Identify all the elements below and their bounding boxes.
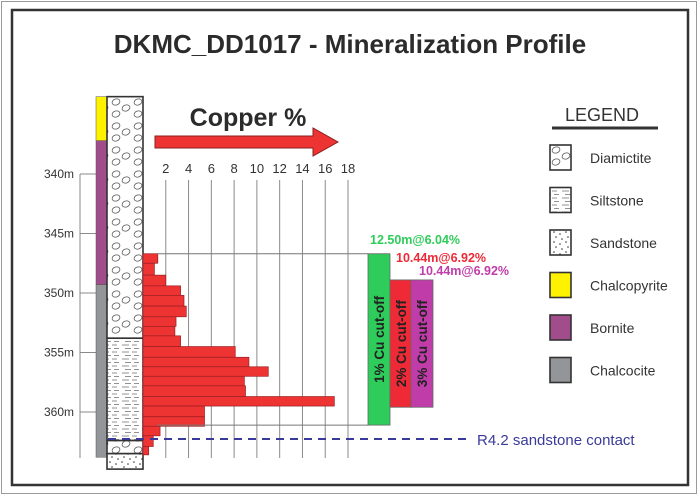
copper-bar <box>142 253 159 264</box>
sandstone-contact-label: R4.2 sandstone contact <box>477 432 635 449</box>
copper-direction-arrow-icon <box>154 127 340 157</box>
copper-bar <box>142 325 176 337</box>
legend-title: LEGEND <box>565 105 639 125</box>
legend-label: Siltstone <box>590 193 644 209</box>
x-tick-label: 10 <box>250 161 264 176</box>
copper-bar <box>142 335 181 347</box>
lithology-unit-sandstone <box>106 452 144 470</box>
chart-title: DKMC_DD1017 - Mineralization Profile <box>114 29 586 59</box>
legend-swatch-bornite <box>549 314 572 341</box>
copper-bar <box>142 316 177 327</box>
legend-swatch-siltstone <box>549 186 572 214</box>
copper-bar <box>142 356 250 368</box>
mineralization-column <box>95 96 108 458</box>
copper-bar <box>142 346 236 358</box>
cutoff-label: 1% Cu cut-off <box>372 295 387 382</box>
legend-swatch-diamictite <box>549 144 572 171</box>
depth-tick-label: 350m <box>44 286 74 300</box>
mineral-segment-chalcocite <box>95 284 108 458</box>
copper-bar <box>142 396 335 407</box>
mineral-segment-chalcopyrite <box>95 96 108 141</box>
copper-bar <box>142 295 185 307</box>
legend-label: Diamictite <box>590 150 652 166</box>
grid-lines <box>165 180 349 458</box>
depth-axis: 340m 345m 350m 355m 360m <box>44 167 96 458</box>
cutoff-summary: 10.44m@6.92% <box>419 264 509 278</box>
lithology-unit-diamictite <box>106 95 144 340</box>
lithology-column <box>106 95 144 470</box>
copper-bar <box>142 285 181 296</box>
legend-swatch-chalcocite <box>549 356 572 384</box>
x-tick-labels: 2 4 6 8 10 12 14 16 18 <box>162 161 355 176</box>
legend: LEGEND Diamictite Siltstone Sandstone Chalco… <box>549 105 668 384</box>
x-tick-label: 18 <box>341 161 355 176</box>
copper-bar <box>142 425 161 437</box>
x-axis-label: Copper % <box>190 104 307 132</box>
cutoff-label: 3% Cu cut-off <box>415 300 430 387</box>
depth-tick-label: 340m <box>44 167 74 181</box>
copper-bar <box>142 366 269 377</box>
cutoff-label: 2% Cu cut-off <box>394 300 409 387</box>
lithology-unit-siltstone <box>106 337 144 442</box>
legend-label: Chalcocite <box>590 363 656 379</box>
legend-swatch-chalcopyrite <box>549 271 572 299</box>
x-tick-label: 12 <box>272 161 286 176</box>
x-tick-label: 14 <box>295 161 309 176</box>
annotations: R4.2 sandstone contact <box>108 432 635 449</box>
copper-bar <box>142 416 205 427</box>
copper-bar <box>142 262 155 276</box>
x-tick-label: 8 <box>230 161 237 176</box>
cutoff-intervals: 1% Cu cut-off 12.50m@6.04% 2% Cu cut-off 10… <box>157 233 509 426</box>
copper-bar <box>142 435 154 447</box>
copper-bars <box>142 253 335 456</box>
copper-bar <box>142 385 246 397</box>
cutoff-summary: 12.50m@6.04% <box>370 233 460 247</box>
copper-bar <box>142 375 245 387</box>
x-tick-label: 6 <box>208 161 215 176</box>
copper-bar <box>142 446 150 456</box>
copper-bar <box>142 305 187 318</box>
legend-swatch-sandstone <box>549 229 572 256</box>
depth-tick-label: 345m <box>44 227 74 241</box>
copper-bar <box>142 405 205 418</box>
depth-tick-label: 355m <box>44 346 74 360</box>
lithology-unit-diamictite <box>106 439 144 455</box>
legend-label: Bornite <box>590 320 635 336</box>
cutoff-box-3 <box>410 279 434 408</box>
x-tick-label: 4 <box>185 161 192 176</box>
legend-label: Chalcopyrite <box>590 278 668 294</box>
x-tick-label: 2 <box>162 161 169 176</box>
copper-bar <box>142 274 167 287</box>
x-tick-label: 16 <box>318 161 332 176</box>
depth-tick-label: 360m <box>44 405 74 419</box>
cutoff-summary: 10.44m@6.92% <box>396 251 486 265</box>
mineral-segment-bornite <box>95 140 108 285</box>
legend-label: Sandstone <box>590 235 657 251</box>
